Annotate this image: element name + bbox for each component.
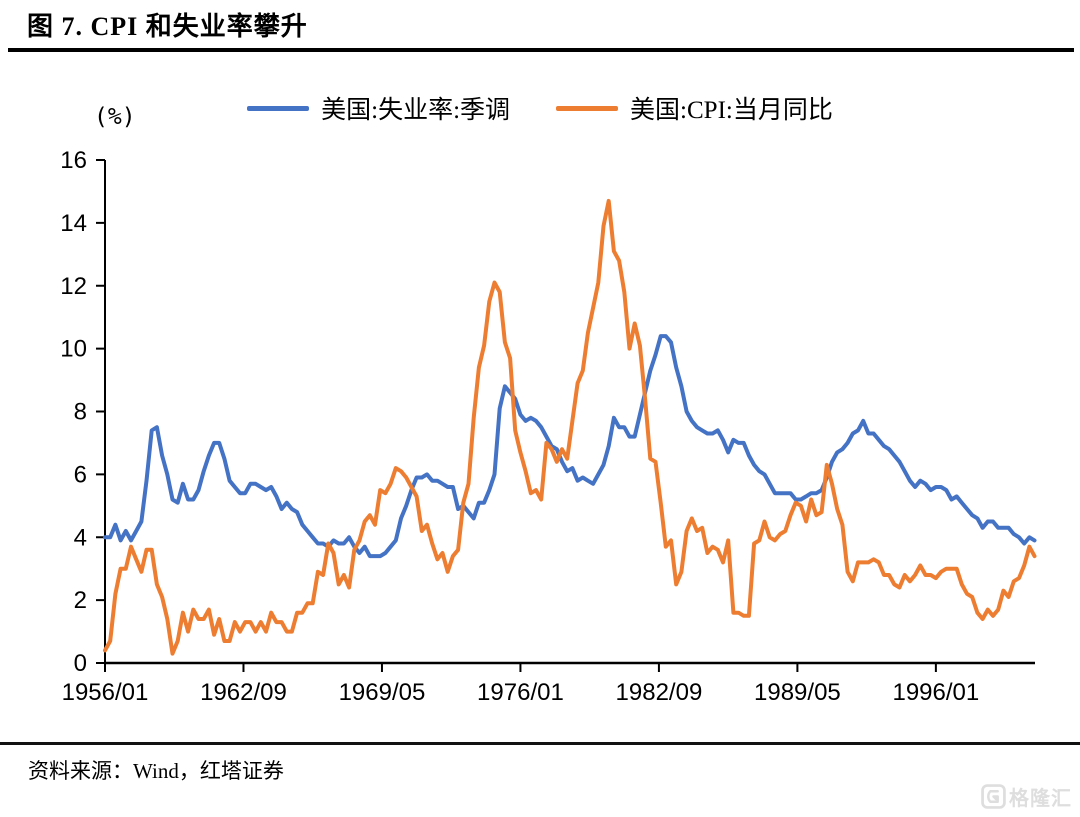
y-tick-label: 0 xyxy=(74,650,87,677)
gelonghui-logo-icon xyxy=(981,784,1006,809)
page-title: 图 7. CPI 和失业率攀升 xyxy=(27,12,308,41)
y-tick-label: 6 xyxy=(74,461,87,488)
watermark: 格隆汇 xyxy=(981,782,1072,811)
cpi-line xyxy=(103,198,1037,656)
data-source-note: 资料来源：Wind，红塔证券 xyxy=(28,759,284,783)
chart-plot: 0 2 4 6 8 10 12 14 16 1956/01 1962/09 1969/05 1976/0… xyxy=(60,147,1037,706)
unemployment-line xyxy=(103,334,1037,559)
cpi-line-swatch xyxy=(556,105,619,111)
unemployment-line-swatch xyxy=(247,105,310,111)
legend-item-cpi: 美国:CPI:当月同比 xyxy=(556,90,833,126)
legend-label-cpi: 美国:CPI:当月同比 xyxy=(630,97,833,124)
chart-legend: 美国:失业率:季调 美国:CPI:当月同比 xyxy=(0,90,1080,126)
y-tick-label: 2 xyxy=(74,587,87,614)
title-divider xyxy=(8,48,1074,52)
y-tick-label: 10 xyxy=(60,336,87,363)
watermark-label: 格隆汇 xyxy=(1009,788,1072,810)
legend-label-unemployment: 美国:失业率:季调 xyxy=(321,97,511,124)
y-tick-label: 14 xyxy=(60,210,87,237)
y-tick-label: 16 xyxy=(60,147,87,174)
footer-divider xyxy=(0,742,1080,745)
x-tick-label: 1989/05 xyxy=(754,679,841,706)
y-tick-label: 4 xyxy=(74,524,87,551)
x-tick-label: 1976/01 xyxy=(477,679,564,706)
x-tick-label: 1996/01 xyxy=(892,679,979,706)
y-tick-label: 12 xyxy=(60,273,87,300)
y-tick-label: 8 xyxy=(74,399,87,426)
x-tick-label: 1982/09 xyxy=(616,679,703,706)
y-axis-unit-label: (%) xyxy=(94,104,136,130)
legend-item-unemployment: 美国:失业率:季调 xyxy=(247,90,510,126)
x-tick-label: 1962/09 xyxy=(200,679,287,706)
x-tick-label: 1956/01 xyxy=(62,679,149,706)
x-tick-label: 1969/05 xyxy=(339,679,426,706)
